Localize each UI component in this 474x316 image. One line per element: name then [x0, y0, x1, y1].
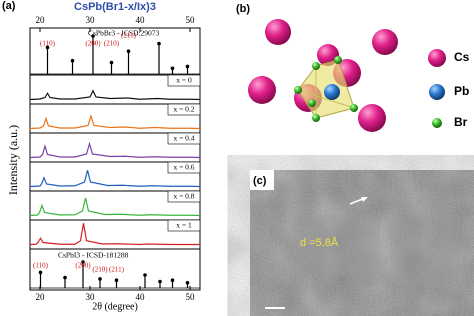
reference-dot [98, 277, 102, 281]
x-tick-label: 40 [136, 15, 146, 25]
xrd-curve [29, 170, 201, 188]
cs-atom [317, 44, 339, 66]
hkl-label: (210) [104, 40, 120, 48]
hkl-label: (211) [109, 266, 125, 274]
x-tick-label: 40 [136, 292, 146, 302]
reference-dot [81, 260, 85, 264]
br-atom [312, 114, 320, 122]
x-tick-label: 20 [36, 15, 46, 25]
reference-dot [185, 64, 190, 69]
legend-label: Pb [454, 84, 469, 98]
reference-dot [45, 45, 50, 50]
reference-dot [185, 281, 190, 285]
panel-label: (b) [236, 3, 250, 15]
x-axis-label: 2θ (degree) [92, 301, 138, 312]
legend-swatch [428, 49, 446, 67]
structure-panel: (b) Cs Pb Br [236, 3, 470, 132]
reference-dot [126, 49, 131, 53]
cs-atom [358, 104, 386, 132]
series-label: x = 0.2 [173, 105, 194, 114]
reference-dot [170, 66, 175, 71]
octahedron-edge [297, 89, 355, 109]
x-tick-label: 30 [86, 292, 96, 302]
legend-label: Cs [454, 50, 470, 64]
panel-label: (c) [253, 175, 267, 187]
br-atom [294, 86, 302, 94]
xrd-curve [29, 223, 200, 246]
xrd-curve [29, 89, 201, 101]
reference-dot [170, 278, 175, 283]
reference-dot [158, 279, 162, 284]
label-box [167, 161, 201, 174]
br-atom [312, 62, 320, 70]
label-box [167, 190, 201, 203]
label-box [167, 103, 201, 116]
nanocube [390, 215, 460, 285]
arrow-head [361, 197, 368, 202]
pb-atom [324, 84, 340, 100]
series-label: x = 0.6 [173, 163, 194, 172]
xrd-curve [29, 141, 201, 159]
legend-swatch [432, 118, 442, 128]
hkl-label: (210) [92, 266, 108, 274]
tem-noise [250, 170, 474, 316]
xrd-curve [29, 114, 201, 130]
reference-name: CsPbBr3 - ICSD:29073 [88, 29, 160, 38]
label-bg [250, 170, 274, 190]
hkl-label: (200) [85, 40, 101, 48]
reference-dot [63, 275, 67, 280]
reference-dot [70, 58, 75, 63]
x-tick-label: 30 [86, 15, 96, 25]
cs-atom [248, 76, 276, 104]
series-label: x = 0.8 [173, 192, 194, 201]
xrd-panel: (a) CsPb(Br1-x/Ix)3 2θ (degree) Intensit… [2, 0, 201, 312]
tem-panel: (c) d =5.8Å [250, 170, 474, 316]
reference-dot [114, 278, 119, 283]
label-box [167, 74, 201, 87]
reference-dot [91, 34, 95, 38]
cs-atom [265, 19, 291, 45]
chart-title: CsPb(Br1-x/Ix)3 [74, 1, 156, 13]
br-atom [350, 104, 358, 112]
xrd-curve [29, 197, 201, 217]
reference-dot [143, 273, 147, 277]
label-box [167, 132, 201, 145]
hkl-label: (110) [33, 262, 49, 270]
br-atom [334, 56, 342, 64]
series-label: x = 0 [176, 76, 192, 85]
br-atom [308, 99, 316, 107]
x-tick-label: 20 [36, 292, 46, 302]
legend-label: Br [454, 115, 468, 129]
reference-dot [38, 270, 43, 275]
annotation: d =5.8Å [300, 236, 339, 249]
x-tick-label: 50 [186, 15, 196, 25]
reference-dot [109, 60, 114, 65]
series-label: x = 1 [176, 221, 192, 230]
plot-frame [29, 27, 201, 291]
hkl-label: (110) [40, 40, 56, 48]
nanocube [300, 215, 380, 275]
hkl-label: (200) [75, 262, 91, 270]
panel-label: (a) [2, 0, 16, 12]
label-box [167, 219, 201, 232]
y-axis-label: Intensity (a.u.) [6, 125, 20, 195]
reference-name: CsPbI3 - ICSD-181288 [58, 251, 129, 260]
series-label: x = 0.4 [173, 134, 194, 143]
x-tick-label: 50 [186, 292, 196, 302]
reference-dot [157, 41, 161, 46]
hkl-label: (211) [121, 32, 137, 40]
legend-swatch [429, 84, 445, 100]
cs-atom [372, 29, 398, 55]
